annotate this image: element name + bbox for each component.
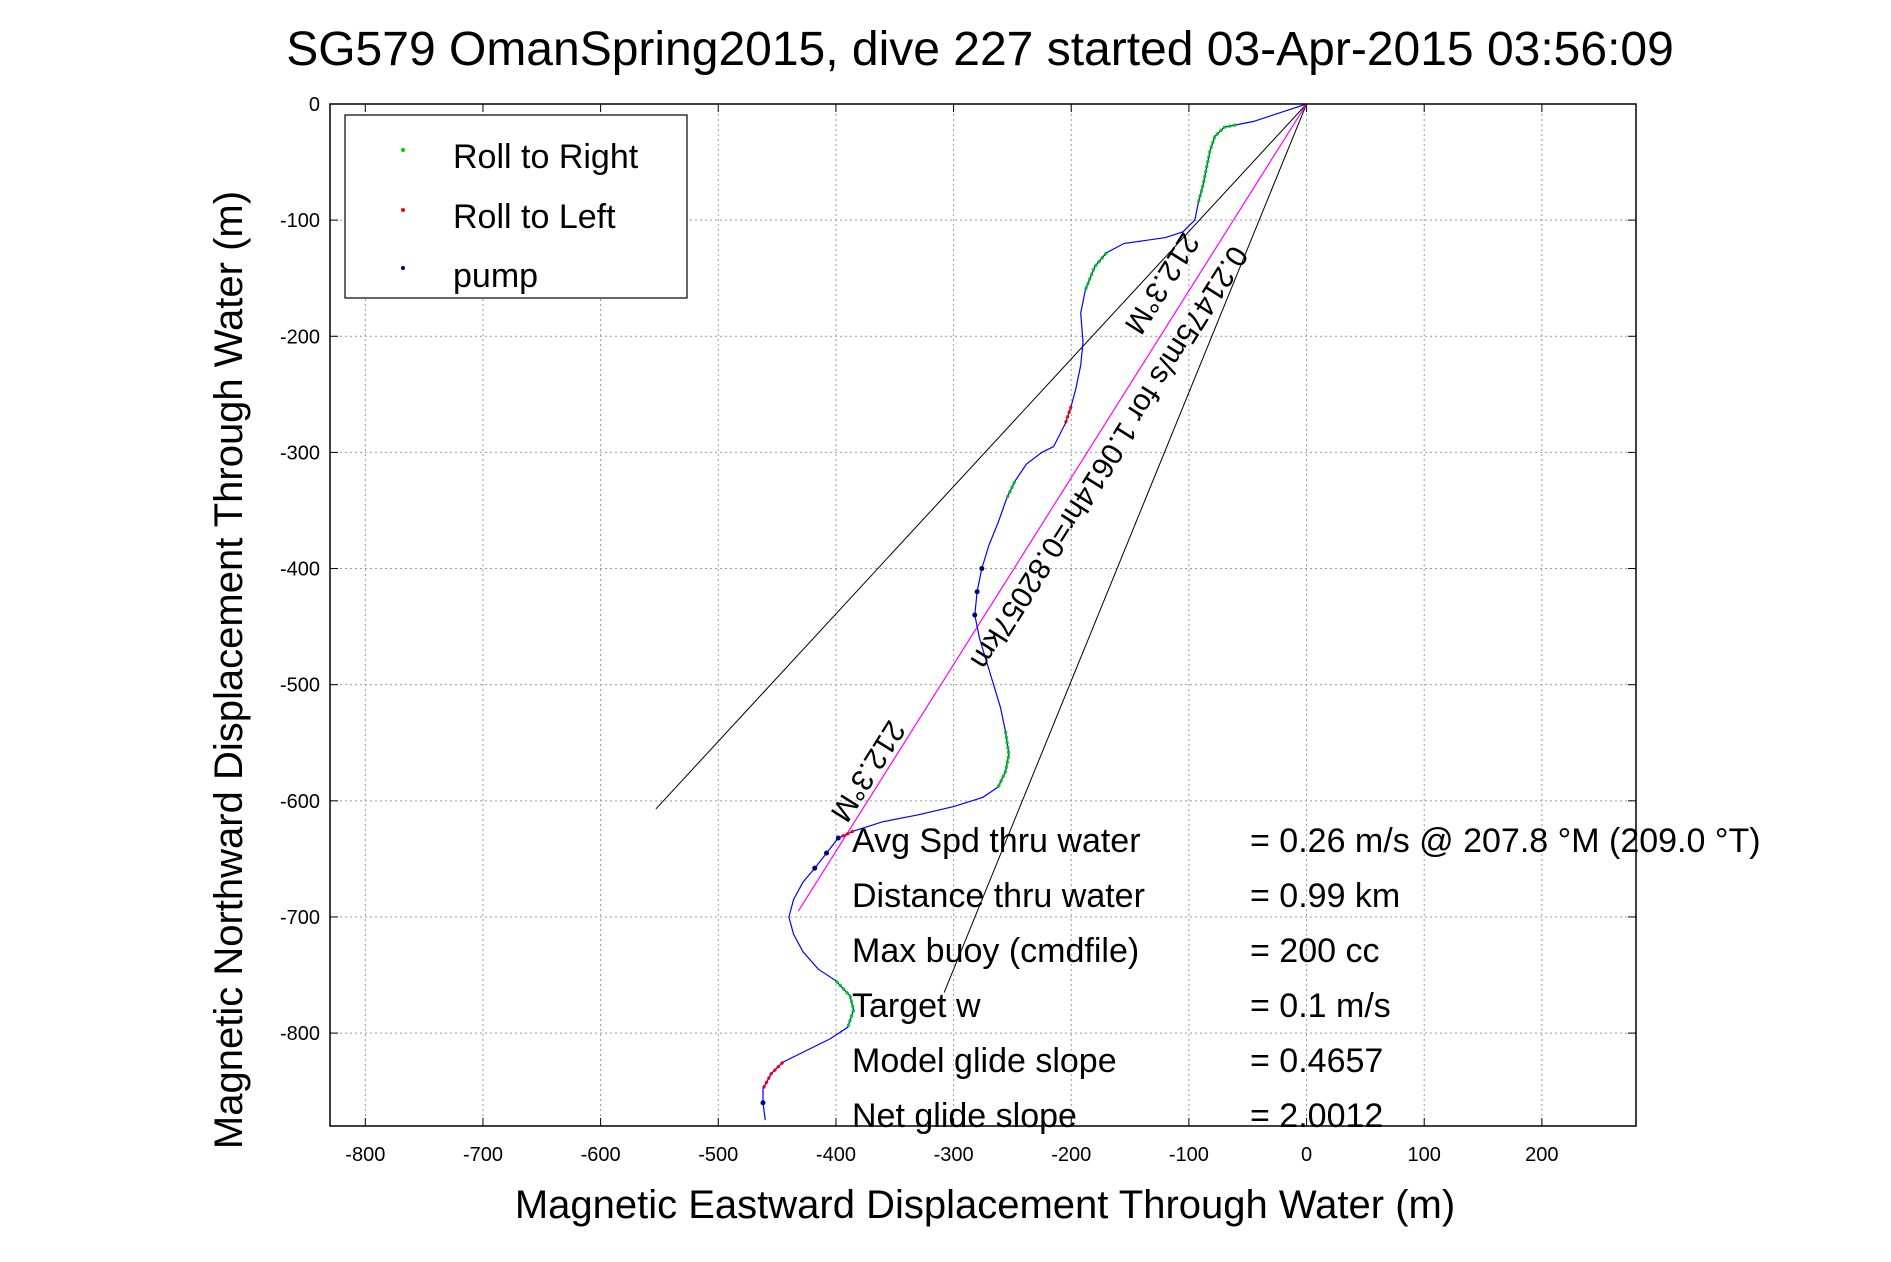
- y-tick-label: -200: [280, 326, 320, 348]
- legend-item-roll-left: Roll to Left: [401, 198, 616, 236]
- x-axis-label: Magnetic Eastward Displacement Through W…: [515, 1183, 1455, 1227]
- pump-point: [979, 566, 985, 572]
- stat-label-avg-speed: Avg Spd thru water: [852, 822, 1141, 860]
- legend-item-roll-right: Roll to Right: [401, 138, 639, 176]
- legend-label-roll-left: Roll to Left: [453, 198, 616, 236]
- roll-right-segment: [1196, 123, 1237, 204]
- x-tick-label: -800: [345, 1144, 385, 1166]
- pump-point: [835, 835, 841, 841]
- pump-point: [972, 612, 978, 618]
- stat-value-model-glide: = 0.4657: [1250, 1042, 1383, 1080]
- x-tick-label: -700: [463, 1144, 503, 1166]
- y-axis-label: Magnetic Northward Displacement Through …: [207, 191, 251, 1149]
- roll-right-segment: [1084, 251, 1108, 291]
- y-tick-label: -400: [280, 559, 320, 581]
- reference-lines: [655, 103, 1308, 993]
- roll-left-segment: [1063, 405, 1073, 424]
- legend: Roll to Right Roll to Left pump: [344, 114, 688, 299]
- y-tick-label: 0: [309, 94, 320, 116]
- x-tick-label: 100: [1408, 1144, 1441, 1166]
- roll-right-segment: [834, 979, 856, 1028]
- pump-point: [824, 850, 830, 856]
- pump-point: [760, 1100, 766, 1106]
- legend-label-pump: pump: [453, 257, 538, 295]
- plot-frame: [329, 103, 1637, 1127]
- x-tick-label: -300: [934, 1144, 974, 1166]
- x-tick-label: 200: [1525, 1144, 1558, 1166]
- legend-label-roll-right: Roll to Right: [453, 138, 639, 176]
- roll-right-segment: [1005, 480, 1017, 500]
- x-tick-label: -100: [1169, 1144, 1209, 1166]
- cone-line: [655, 103, 1307, 810]
- stat-label-target-w: Target w: [852, 987, 981, 1025]
- stats-block: Avg Spd thru water = 0.26 m/s @ 207.8 °M…: [852, 822, 1761, 1135]
- x-tick-label: 0: [1301, 1144, 1312, 1166]
- stat-label-distance: Distance thru water: [852, 877, 1145, 915]
- roll-right-segment: [996, 730, 1011, 788]
- roll-left-segment: [837, 829, 855, 840]
- y-tick-label: -500: [280, 675, 320, 697]
- legend-marker-roll-right: [401, 148, 405, 152]
- stat-value-max-buoy: = 200 cc: [1250, 932, 1379, 970]
- x-tick-label: -500: [698, 1144, 738, 1166]
- y-tick-label: -600: [280, 791, 320, 813]
- legend-item-pump: pump: [401, 257, 538, 295]
- pump-point: [974, 589, 980, 595]
- legend-marker-pump: [401, 266, 405, 270]
- x-tick-label: -200: [1051, 1144, 1091, 1166]
- pump-point: [812, 865, 818, 871]
- track-marks: [760, 103, 1307, 1121]
- y-tick-label: -300: [280, 442, 320, 464]
- roll-left-segment: [761, 1061, 785, 1090]
- stat-value-distance: = 0.99 km: [1250, 877, 1400, 915]
- chart-title: SG579 OmanSpring2015, dive 227 started 0…: [286, 23, 1674, 76]
- x-tick-label: -400: [816, 1144, 856, 1166]
- stat-label-max-buoy: Max buoy (cmdfile): [852, 932, 1139, 970]
- x-tick-label: -600: [581, 1144, 621, 1166]
- stat-value-target-w: = 0.1 m/s: [1250, 987, 1391, 1025]
- stat-value-avg-speed: = 0.26 m/s @ 207.8 °M (209.0 °T): [1250, 822, 1761, 860]
- stat-label-model-glide: Model glide slope: [852, 1042, 1117, 1080]
- stat-value-net-glide: = 2.0012: [1250, 1097, 1383, 1135]
- y-tick-label: -800: [280, 1023, 320, 1045]
- axis-ticks: -800 -700 -600 -500 -400 -300 -200 -100 0 100 200 0…: [280, 94, 1636, 1166]
- legend-marker-roll-left: [401, 208, 405, 212]
- cone-line: [943, 103, 1308, 993]
- heading-line: [797, 103, 1308, 912]
- y-tick-label: -100: [280, 210, 320, 232]
- y-tick-label: -700: [280, 907, 320, 929]
- stat-label-net-glide: Net glide slope: [852, 1097, 1077, 1135]
